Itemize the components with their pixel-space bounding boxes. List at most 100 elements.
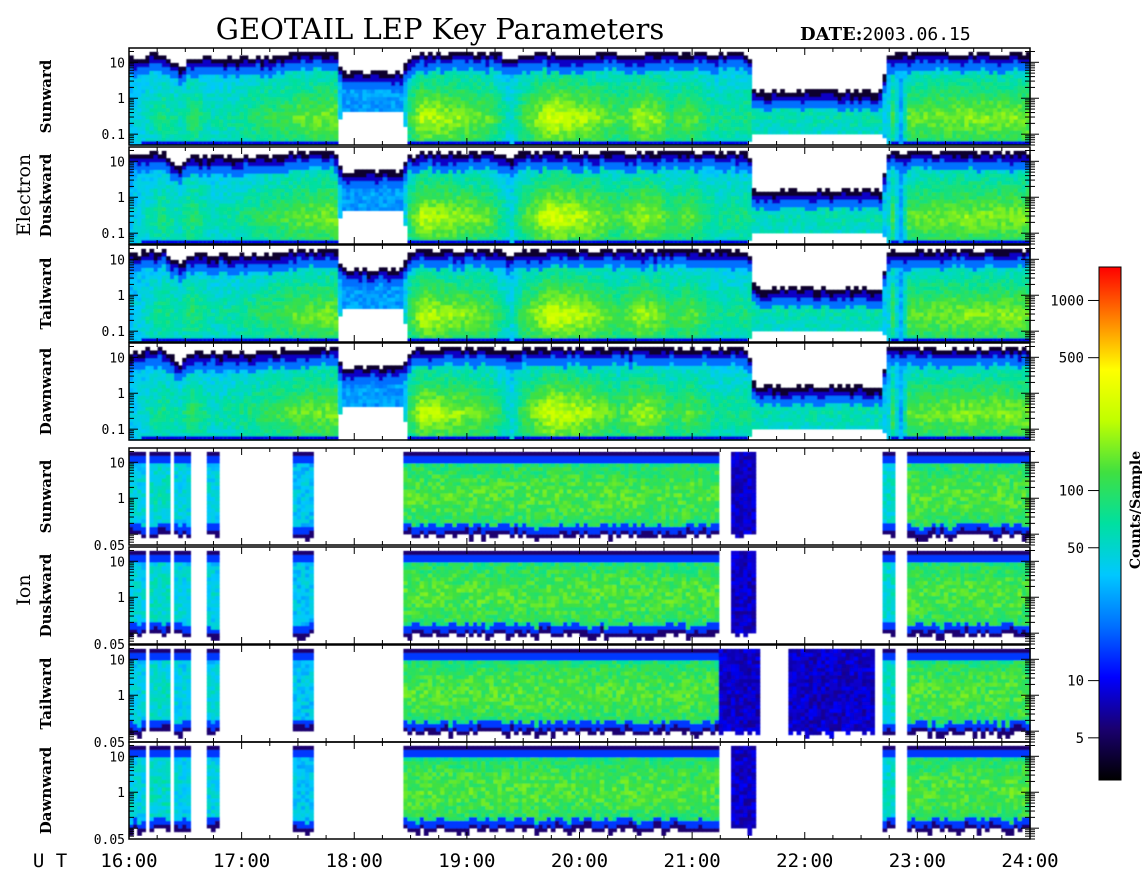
- heatmap-cell: [211, 119, 216, 123]
- heatmap-cell: [678, 59, 683, 63]
- heatmap-cell: [371, 70, 376, 74]
- heatmap-cell: [305, 55, 310, 59]
- heatmap-cell: [526, 89, 531, 93]
- heatmap-cell: [752, 93, 757, 97]
- heatmap-cell: [948, 111, 953, 115]
- heatmap-cell: [944, 93, 949, 97]
- heatmap-cell: [530, 138, 535, 142]
- heatmap-cell: [666, 111, 671, 115]
- heatmap-cell: [498, 130, 503, 134]
- heatmap-cell: [616, 85, 621, 89]
- heatmap-cell: [784, 108, 789, 112]
- heatmap-cell: [285, 115, 290, 119]
- heatmap-cell: [543, 55, 548, 59]
- heatmap-cell: [178, 70, 183, 74]
- heatmap-cell: [317, 138, 322, 142]
- heatmap-cell: [559, 78, 564, 82]
- heatmap-cell: [420, 78, 425, 82]
- heatmap-cell: [145, 134, 150, 138]
- heatmap-cell: [485, 93, 490, 97]
- heatmap-cell: [641, 111, 646, 115]
- heatmap-cell: [248, 130, 253, 134]
- heatmap-cell: [739, 85, 744, 89]
- heatmap-cell: [584, 115, 589, 119]
- heatmap-cell: [821, 119, 826, 123]
- heatmap-cell: [801, 115, 806, 119]
- heatmap-cell: [203, 97, 208, 101]
- heatmap-cell: [387, 93, 392, 97]
- heatmap-cell: [162, 126, 167, 130]
- heatmap-cell: [1014, 89, 1019, 93]
- heatmap-cell: [440, 134, 445, 138]
- heatmap-cell: [1014, 74, 1019, 78]
- heatmap-cell: [981, 104, 986, 108]
- heatmap-cell: [178, 78, 183, 82]
- heatmap-cell: [731, 52, 736, 56]
- heatmap-cell: [956, 82, 961, 86]
- heatmap-cell: [1001, 74, 1006, 78]
- heatmap-cell: [661, 123, 666, 127]
- heatmap-cell: [346, 104, 351, 108]
- heatmap-cell: [362, 89, 367, 93]
- heatmap-cell: [555, 74, 560, 78]
- heatmap-cell: [145, 89, 150, 93]
- heatmap-cell: [440, 115, 445, 119]
- heatmap-cell: [907, 108, 912, 112]
- heatmap-cell: [891, 70, 896, 74]
- heatmap-cell: [453, 52, 458, 56]
- heatmap-cell: [989, 70, 994, 74]
- heatmap-cell: [264, 67, 269, 71]
- heatmap-cell: [174, 93, 179, 97]
- heatmap-cell: [489, 130, 494, 134]
- heatmap-cell: [895, 126, 900, 130]
- heatmap-cell: [149, 74, 154, 78]
- heatmap-cell: [960, 126, 965, 130]
- heatmap-cell: [772, 93, 777, 97]
- heatmap-cell: [178, 115, 183, 119]
- heatmap-cell: [809, 97, 814, 101]
- heatmap-cell: [915, 115, 920, 119]
- heatmap-cell: [223, 138, 228, 142]
- heatmap-cell: [272, 78, 277, 82]
- heatmap-cell: [485, 126, 490, 130]
- heatmap-cell: [481, 97, 486, 101]
- heatmap-cell: [514, 93, 519, 97]
- heatmap-cell: [960, 123, 965, 127]
- heatmap-cell: [952, 67, 957, 71]
- heatmap-cell: [805, 123, 810, 127]
- heatmap-cell: [792, 108, 797, 112]
- heatmap-cell: [985, 55, 990, 59]
- heatmap-cell: [223, 78, 228, 82]
- heatmap-cell: [424, 78, 429, 82]
- heatmap-cell: [805, 130, 810, 134]
- heatmap-cell: [760, 123, 765, 127]
- heatmap-cell: [268, 134, 273, 138]
- heatmap-cell: [625, 85, 630, 89]
- heatmap-cell: [137, 85, 142, 89]
- heatmap-cell: [256, 78, 261, 82]
- heatmap-cell: [539, 89, 544, 93]
- heatmap-cell: [514, 78, 519, 82]
- heatmap-cell: [203, 100, 208, 104]
- heatmap-cell: [330, 89, 335, 93]
- heatmap-cell: [571, 82, 576, 86]
- heatmap-cell: [919, 97, 924, 101]
- heatmap-cell: [203, 85, 208, 89]
- heatmap-cell: [936, 55, 941, 59]
- heatmap-cell: [317, 108, 322, 112]
- heatmap-cell: [395, 93, 400, 97]
- heatmap-cell: [690, 119, 695, 123]
- heatmap-cell: [694, 85, 699, 89]
- heatmap-cell: [629, 104, 634, 108]
- heatmap-cell: [465, 104, 470, 108]
- heatmap-cell: [231, 123, 236, 127]
- heatmap-cell: [715, 138, 720, 142]
- heatmap-cell: [502, 89, 507, 93]
- heatmap-cell: [661, 115, 666, 119]
- heatmap-cell: [772, 100, 777, 104]
- heatmap-cell: [686, 138, 691, 142]
- heatmap-cell: [723, 104, 728, 108]
- heatmap-cell: [686, 115, 691, 119]
- heatmap-cell: [952, 134, 957, 138]
- heatmap-cell: [399, 85, 404, 89]
